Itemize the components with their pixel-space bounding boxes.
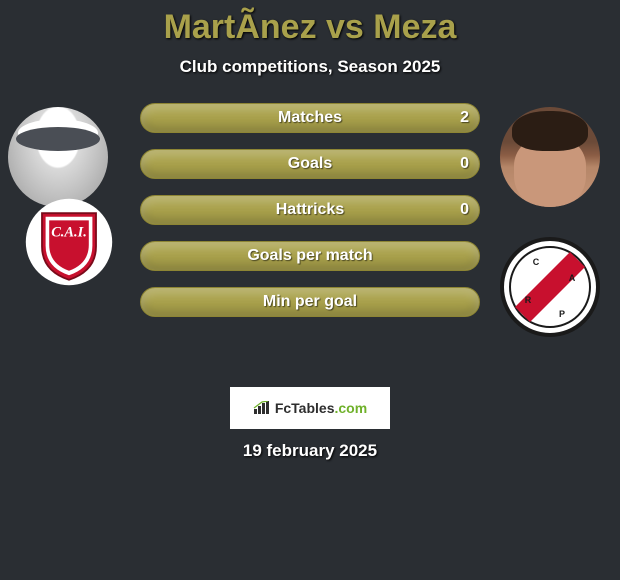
stat-value-right: 0 bbox=[460, 150, 469, 178]
page-title: MartÃnez vs Meza bbox=[0, 8, 620, 47]
stat-label: Matches bbox=[141, 104, 479, 132]
player-right-avatar bbox=[500, 107, 600, 207]
brand-text-suffix: .com bbox=[334, 400, 367, 416]
brand-text: FcTables.com bbox=[275, 400, 367, 416]
player-left-avatar bbox=[8, 107, 108, 207]
date-line: 19 february 2025 bbox=[0, 441, 620, 461]
stat-row: Hattricks 0 bbox=[140, 195, 480, 225]
independiente-crest: C.A.I. bbox=[24, 197, 114, 287]
svg-text:C.A.I.: C.A.I. bbox=[51, 225, 87, 241]
stat-label: Hattricks bbox=[141, 196, 479, 224]
svg-text:C: C bbox=[533, 257, 540, 267]
subtitle: Club competitions, Season 2025 bbox=[0, 57, 620, 77]
stat-label: Min per goal bbox=[141, 288, 479, 316]
bar-chart-icon bbox=[253, 401, 271, 415]
main-area: C.A.I. C A R P Matches 2 Goals bbox=[0, 107, 620, 367]
svg-text:A: A bbox=[569, 273, 576, 283]
svg-text:R: R bbox=[525, 295, 532, 305]
stat-row: Matches 2 bbox=[140, 103, 480, 133]
stat-value-right: 0 bbox=[460, 196, 469, 224]
stat-label: Goals bbox=[141, 150, 479, 178]
brand-text-main: FcTables bbox=[275, 400, 335, 416]
silhouette-icon bbox=[8, 107, 108, 207]
svg-text:P: P bbox=[559, 309, 565, 319]
stat-row: Min per goal bbox=[140, 287, 480, 317]
river-plate-crest: C A R P bbox=[500, 237, 600, 337]
stat-row: Goals per match bbox=[140, 241, 480, 271]
stat-label: Goals per match bbox=[141, 242, 479, 270]
brand-badge: FcTables.com bbox=[230, 387, 390, 429]
comparison-card: MartÃnez vs Meza Club competitions, Seas… bbox=[0, 0, 620, 461]
stat-row: Goals 0 bbox=[140, 149, 480, 179]
stat-value-right: 2 bbox=[460, 104, 469, 132]
stats-table: Matches 2 Goals 0 Hattricks 0 Goals per … bbox=[140, 103, 480, 333]
